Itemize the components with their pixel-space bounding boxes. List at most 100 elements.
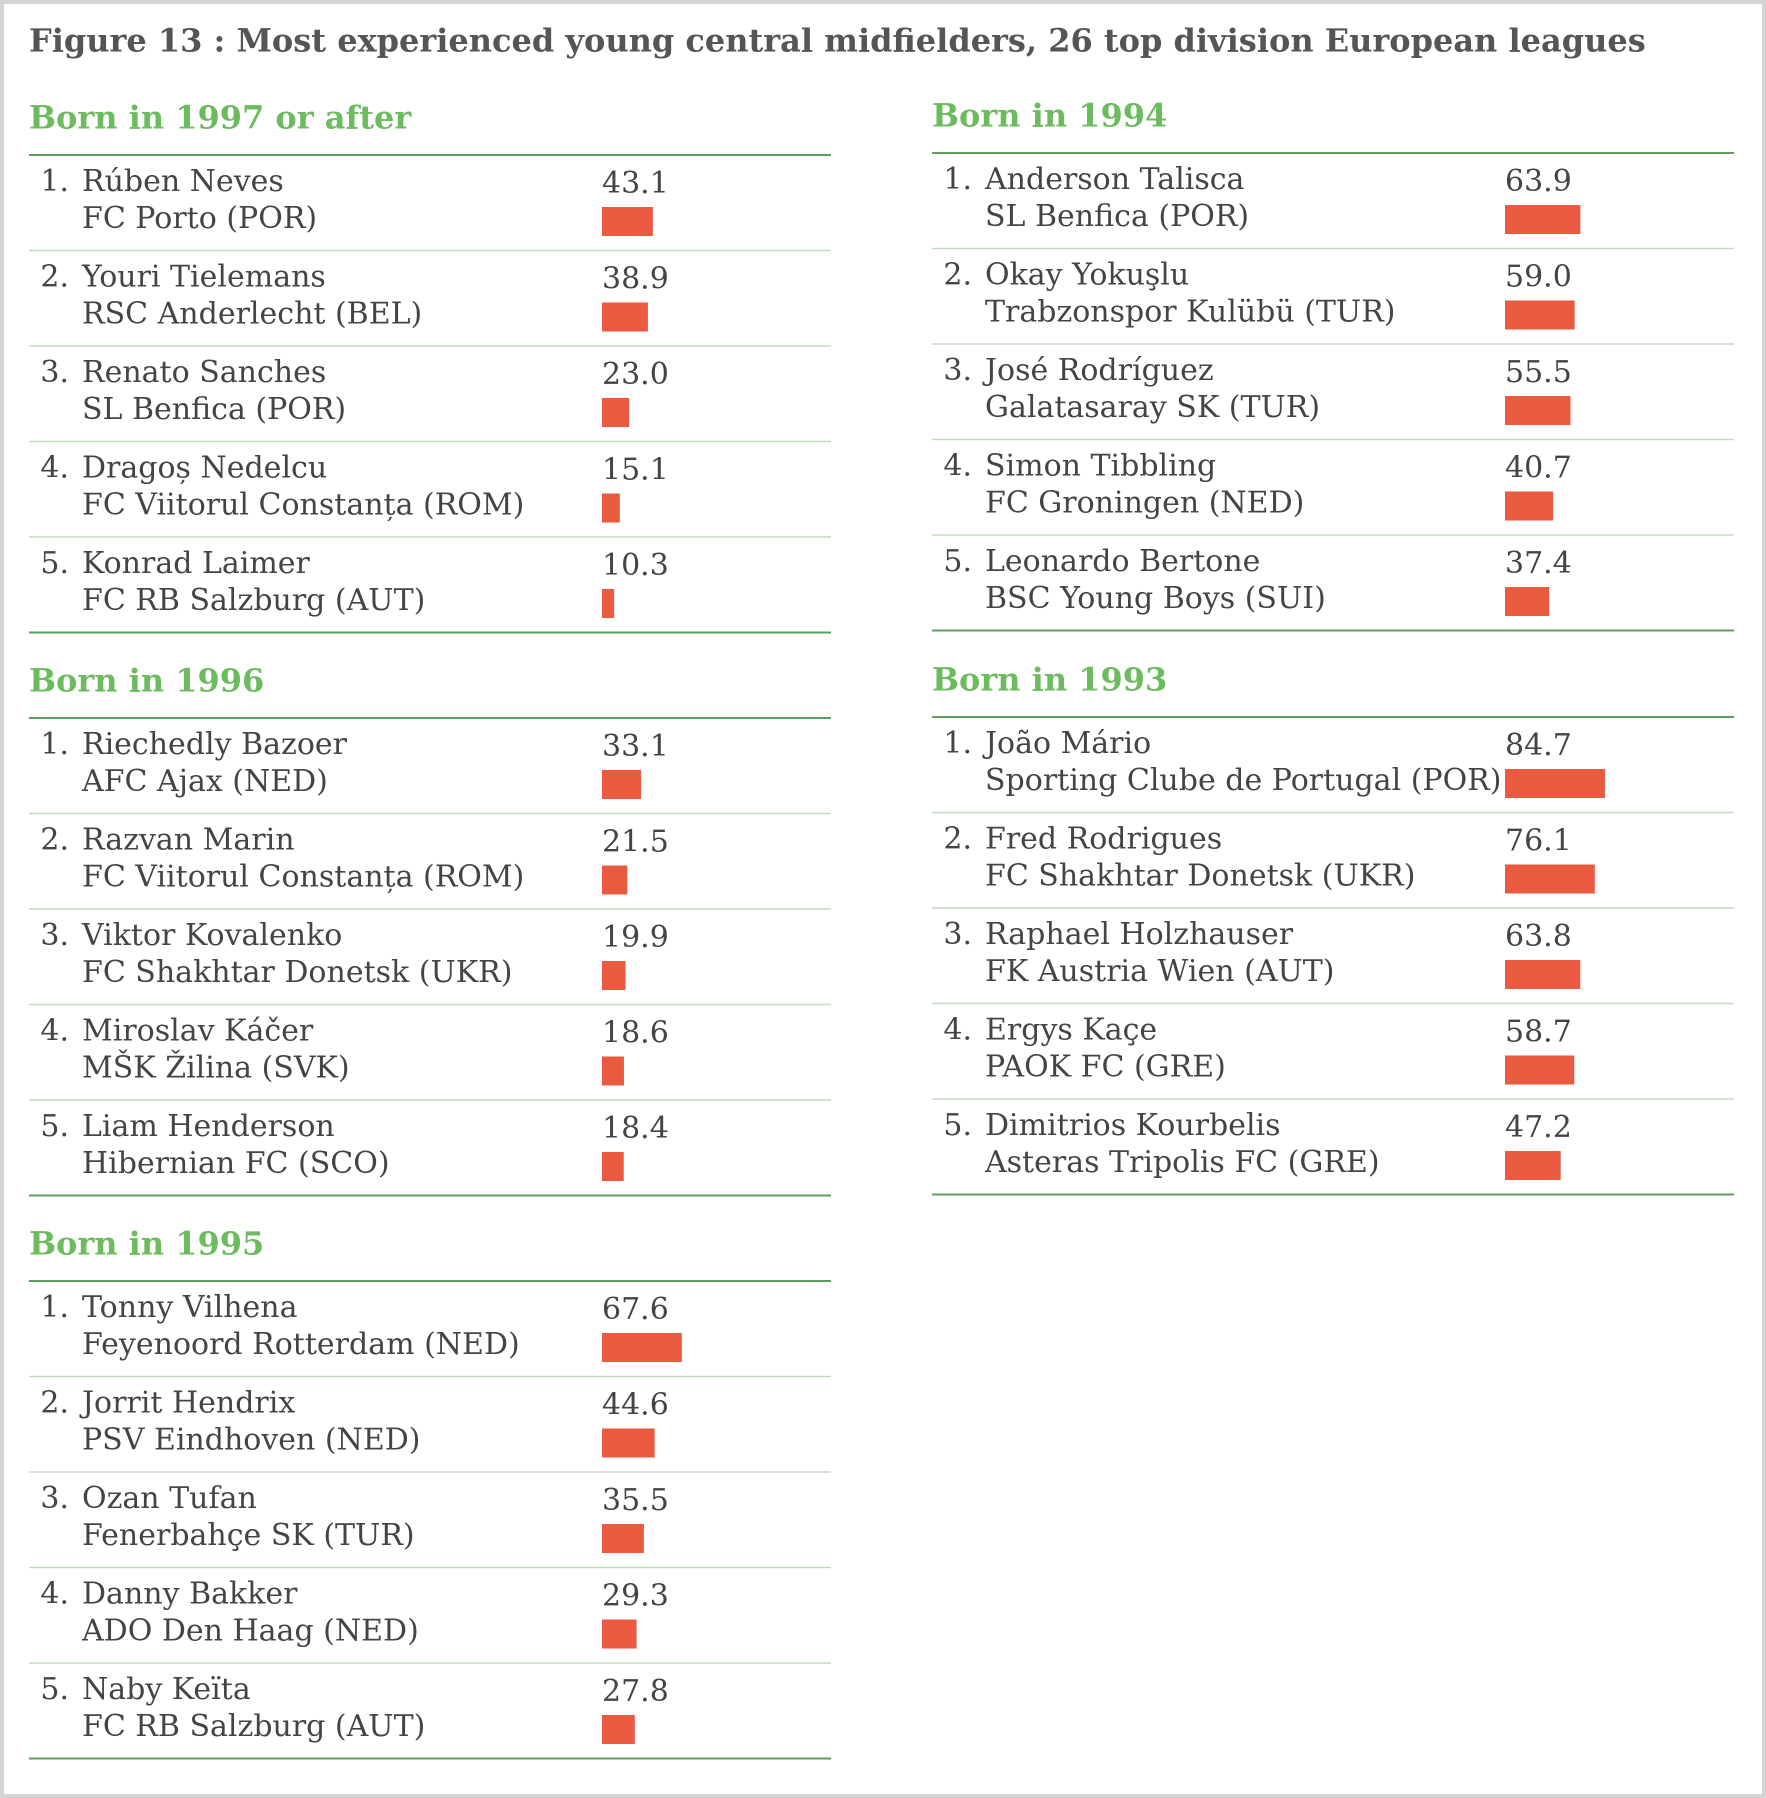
club-name: FC RB Salzburg (AUT) — [82, 1709, 425, 1744]
player-name: Raphael Holzhauser — [985, 917, 1294, 952]
player-name: Liam Henderson — [82, 1109, 335, 1144]
bar — [1505, 864, 1595, 894]
player-name: Youri Tielemans — [81, 260, 326, 295]
value-label: 23.0 — [602, 357, 669, 392]
panel-title: Born in 1997 or after — [29, 99, 412, 137]
bar — [602, 1056, 624, 1086]
bar — [1505, 960, 1581, 989]
bar — [602, 865, 628, 895]
value-label: 29.3 — [602, 1579, 669, 1614]
club-name: SL Benfica (POR) — [82, 392, 346, 427]
club-name: ADO Den Haag (NED) — [81, 1614, 419, 1649]
rank: 4. — [40, 451, 69, 486]
value-label: 15.1 — [602, 453, 669, 488]
player-name: Leonardo Bertone — [985, 544, 1260, 579]
rank: 3. — [943, 917, 972, 952]
club-name: Galatasaray SK (TUR) — [985, 390, 1320, 425]
value-label: 18.4 — [602, 1111, 669, 1146]
value-label: 21.5 — [602, 825, 669, 860]
rank: 3. — [943, 353, 972, 388]
player-name: Riechedly Bazoer — [82, 727, 348, 762]
bar — [1505, 491, 1554, 521]
value-label: 19.9 — [602, 920, 669, 955]
bar — [1505, 1055, 1575, 1085]
player-name: Naby Keïta — [82, 1672, 251, 1707]
bar — [1505, 396, 1571, 425]
bar — [1505, 205, 1581, 234]
player-name: Dragoș Nedelcu — [82, 451, 327, 486]
rank: 5. — [40, 546, 69, 581]
rank: 4. — [40, 1014, 69, 1049]
player-name: Okay Yokuşlu — [985, 258, 1189, 293]
rank: 3. — [40, 918, 69, 953]
player-name: Razvan Marin — [82, 823, 295, 858]
rank: 5. — [943, 1108, 972, 1143]
rank: 2. — [943, 258, 972, 293]
club-name: RSC Anderlecht (BEL) — [82, 297, 422, 332]
bar — [602, 1152, 624, 1181]
bar — [602, 961, 626, 990]
player-name: Simon Tibbling — [985, 449, 1216, 484]
club-name: FC Viitorul Constanța (ROM) — [82, 860, 524, 895]
value-label: 55.5 — [1505, 355, 1572, 390]
value-label: 76.1 — [1505, 824, 1572, 859]
value-label: 37.4 — [1505, 546, 1572, 581]
club-name: FC Groningen (NED) — [985, 486, 1304, 521]
club-name: Hibernian FC (SCO) — [82, 1146, 390, 1181]
value-label: 18.6 — [602, 1016, 669, 1051]
rank: 5. — [40, 1109, 69, 1144]
rank: 1. — [40, 727, 69, 762]
club-name: FC RB Salzburg (AUT) — [82, 583, 425, 618]
player-name: Danny Bakker — [82, 1577, 298, 1612]
value-label: 59.0 — [1505, 260, 1572, 295]
value-label: 58.7 — [1505, 1015, 1572, 1050]
rank: 3. — [40, 355, 69, 390]
club-name: SL Benfica (POR) — [985, 199, 1249, 234]
value-label: 27.8 — [602, 1674, 669, 1709]
panel-title: Born in 1993 — [932, 661, 1167, 699]
value-label: 67.6 — [602, 1292, 669, 1327]
bar — [1505, 587, 1550, 616]
bar — [602, 1715, 635, 1744]
player-name: João Mário — [982, 726, 1151, 761]
player-name: Viktor Kovalenko — [81, 918, 342, 953]
rank: 4. — [943, 449, 972, 484]
player-name: Miroslav Káčer — [82, 1014, 314, 1049]
club-name: PSV Eindhoven (NED) — [82, 1423, 421, 1458]
rank: 4. — [40, 1577, 69, 1612]
rank: 1. — [40, 1290, 69, 1325]
club-name: BSC Young Boys (SUI) — [985, 581, 1326, 616]
club-name: FC Viitorul Constanța (ROM) — [82, 488, 524, 523]
value-label: 44.6 — [602, 1388, 669, 1423]
rank: 2. — [943, 822, 972, 857]
value-label: 38.9 — [602, 262, 669, 297]
club-name: MŠK Žilina (SVK) — [82, 1050, 350, 1086]
club-name: Asteras Tripolis FC (GRE) — [984, 1145, 1380, 1180]
bar — [1505, 1151, 1561, 1180]
value-label: 40.7 — [1505, 451, 1572, 486]
player-name: Renato Sanches — [82, 355, 326, 390]
bar — [602, 398, 630, 427]
rank: 1. — [40, 164, 69, 199]
player-name: Konrad Laimer — [82, 546, 311, 581]
club-name: PAOK FC (GRE) — [985, 1050, 1226, 1085]
value-label: 10.3 — [602, 548, 669, 583]
value-label: 63.9 — [1505, 164, 1572, 199]
bar — [602, 770, 642, 799]
player-name: Ozan Tufan — [82, 1481, 257, 1516]
club-name: Sporting Clube de Portugal (POR) — [985, 763, 1501, 798]
player-name: Rúben Neves — [82, 164, 284, 199]
rank: 2. — [40, 1386, 69, 1421]
panel-title: Born in 1995 — [29, 1225, 264, 1263]
club-name: FC Shakhtar Donetsk (UKR) — [82, 955, 512, 990]
bar — [602, 207, 653, 236]
bar — [1505, 769, 1605, 798]
value-label: 47.2 — [1505, 1110, 1572, 1145]
club-name: AFC Ajax (NED) — [81, 764, 328, 799]
rank: 2. — [40, 823, 69, 858]
rank: 2. — [40, 260, 69, 295]
value-label: 84.7 — [1505, 728, 1572, 763]
figure-title: Figure 13 : Most experienced young centr… — [29, 22, 1646, 60]
